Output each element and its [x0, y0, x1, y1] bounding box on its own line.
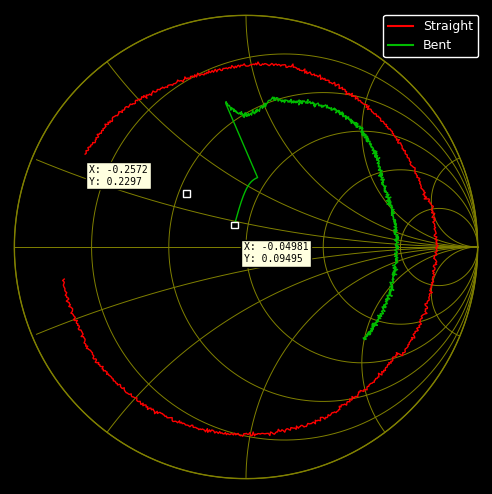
Text: X: -0.04981
Y: 0.09495: X: -0.04981 Y: 0.09495	[244, 243, 308, 264]
Legend: Straight, Bent: Straight, Bent	[383, 15, 478, 57]
Text: X: -0.2572
Y: 0.2297: X: -0.2572 Y: 0.2297	[89, 165, 148, 187]
Bar	[183, 190, 190, 197]
Bar	[231, 221, 238, 229]
